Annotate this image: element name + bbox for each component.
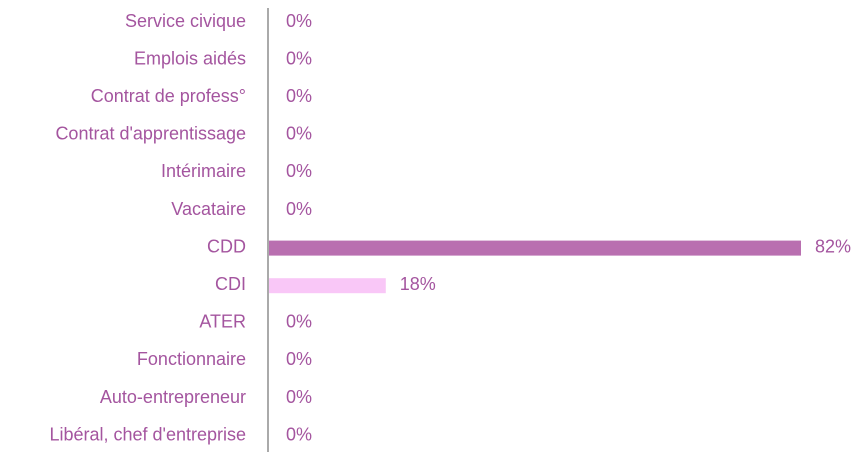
value-label: 0% xyxy=(286,86,312,106)
value-label: 0% xyxy=(286,387,312,407)
value-label: 82% xyxy=(815,236,851,256)
bar xyxy=(269,240,801,256)
category-label: Contrat d'apprentissage xyxy=(55,124,246,144)
category-label: Contrat de profess° xyxy=(91,86,246,106)
value-label: 0% xyxy=(286,11,312,31)
category-label: CDI xyxy=(215,274,246,294)
value-label: 0% xyxy=(286,349,312,369)
category-label: Fonctionnaire xyxy=(137,349,246,369)
category-label: Libéral, chef d'entreprise xyxy=(49,424,246,444)
category-label: Service civique xyxy=(125,11,246,31)
value-label: 18% xyxy=(400,274,436,294)
category-label: Intérimaire xyxy=(161,161,246,181)
value-label: 0% xyxy=(286,48,312,68)
category-label: ATER xyxy=(199,312,246,332)
value-label: 0% xyxy=(286,124,312,144)
value-label: 0% xyxy=(286,312,312,332)
category-label: Vacataire xyxy=(171,199,246,219)
bar xyxy=(269,278,386,294)
category-label: CDD xyxy=(207,236,246,256)
category-label: Auto-entrepreneur xyxy=(100,387,246,407)
value-label: 0% xyxy=(286,424,312,444)
value-label: 0% xyxy=(286,199,312,219)
value-label: 0% xyxy=(286,161,312,181)
category-label: Emplois aidés xyxy=(134,48,246,68)
